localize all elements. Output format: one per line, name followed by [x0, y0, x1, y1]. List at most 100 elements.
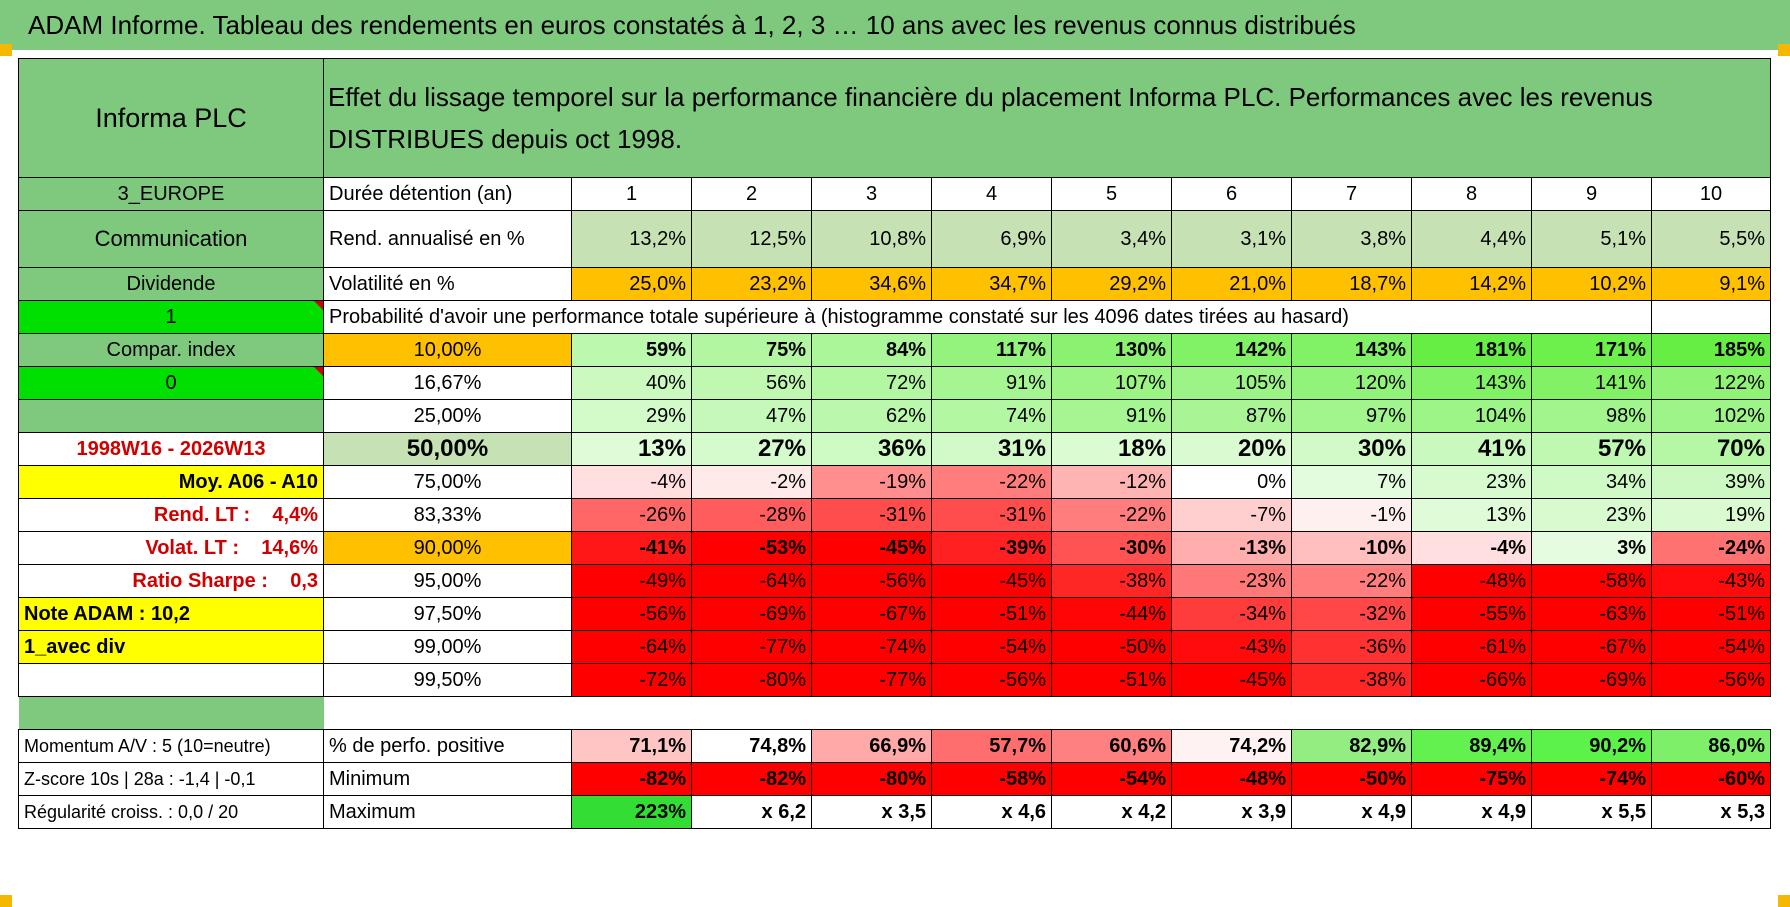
- stat-value: x 4,9: [1291, 795, 1412, 829]
- probability-value: 41%: [1411, 432, 1532, 466]
- stat-side-label: Z-score 10s | 28a : -1,4 | -0,1: [18, 762, 324, 796]
- probability-value: 19%: [1651, 498, 1771, 532]
- table-row: 99,50% -72% -80% -77% -56% -51% -45% -38% -66% -6…: [18, 663, 1771, 697]
- probability-value: 47%: [691, 399, 812, 433]
- probability-value: 143%: [1411, 366, 1532, 400]
- probability-value: 84%: [811, 333, 932, 367]
- table-row: Moy. A06 - A10 75,00% -4% -2% -19% -22% -12% 0%…: [18, 465, 1771, 499]
- probability-value: 31%: [931, 432, 1052, 466]
- probability-value: 56%: [691, 366, 812, 400]
- region-label: 3_EUROPE: [18, 177, 324, 211]
- probability-value: 0%: [1171, 465, 1292, 499]
- probability-value: 39%: [1651, 465, 1771, 499]
- probability-threshold: 10,00%: [323, 333, 572, 367]
- probability-value: -56%: [811, 564, 932, 598]
- table-row: Informa PLC Effet du lissage temporel sur…: [18, 58, 1771, 178]
- stat-value: -82%: [571, 762, 692, 796]
- probability-value: 13%: [1411, 498, 1532, 532]
- rend-value: 3,4%: [1051, 210, 1172, 268]
- stat-value: -50%: [1291, 762, 1412, 796]
- probability-value: -38%: [1291, 663, 1412, 697]
- probability-value: -32%: [1291, 597, 1412, 631]
- volat-value: 21,0%: [1171, 267, 1292, 301]
- probability-value: 59%: [571, 333, 692, 367]
- description: Effet du lissage temporel sur la perform…: [323, 58, 1771, 178]
- probability-value: 98%: [1531, 399, 1652, 433]
- duration-label: Durée détention (an): [323, 177, 572, 211]
- probability-value: -56%: [571, 597, 692, 631]
- probability-value: 117%: [931, 333, 1052, 367]
- volat-value: 10,2%: [1531, 267, 1652, 301]
- probability-value: -54%: [1651, 630, 1771, 664]
- probability-value: -53%: [691, 531, 812, 565]
- note-adam-label: Note ADAM : 10,2: [18, 597, 324, 631]
- probability-value: 36%: [811, 432, 932, 466]
- probability-value: 62%: [811, 399, 932, 433]
- stat-value: 90,2%: [1531, 729, 1652, 763]
- table-row: Compar. index 10,00% 59% 75% 84% 117% 130% 142%…: [18, 333, 1771, 367]
- stat-value: -54%: [1051, 762, 1172, 796]
- probability-value: -30%: [1051, 531, 1172, 565]
- table-row: Dividende Volatilité en % 25,0% 23,2% 34,6% 3…: [18, 267, 1771, 301]
- toggle-cell-1: 1: [18, 300, 324, 334]
- probability-value: -43%: [1651, 564, 1771, 598]
- year-header: 3: [811, 177, 932, 211]
- probability-value: 185%: [1651, 333, 1771, 367]
- table-row: [18, 696, 1771, 730]
- probability-value: 104%: [1411, 399, 1532, 433]
- table-row: Régularité croiss. : 0,0 / 20 Maximum 223%…: [18, 795, 1771, 829]
- stat-value: -58%: [931, 762, 1052, 796]
- probability-value: 142%: [1171, 333, 1292, 367]
- probability-value: -45%: [1171, 663, 1292, 697]
- probability-value: 120%: [1291, 366, 1412, 400]
- probability-value: 57%: [1531, 432, 1652, 466]
- year-header: 6: [1171, 177, 1292, 211]
- probability-value: 18%: [1051, 432, 1172, 466]
- stat-value: 57,7%: [931, 729, 1052, 763]
- probability-value: 181%: [1411, 333, 1532, 367]
- probability-value: -43%: [1171, 630, 1292, 664]
- probability-value: -23%: [1171, 564, 1292, 598]
- probability-value: -77%: [811, 663, 932, 697]
- year-header: 2: [691, 177, 812, 211]
- probability-value: 122%: [1651, 366, 1771, 400]
- stat-value: 74,2%: [1171, 729, 1292, 763]
- report-title: ADAM Informe. Tableau des rendements en …: [0, 0, 1790, 50]
- probability-threshold: 95,00%: [323, 564, 572, 598]
- probability-value: 130%: [1051, 333, 1172, 367]
- stat-value: x 4,6: [931, 795, 1052, 829]
- probability-value: 70%: [1651, 432, 1771, 466]
- probability-value: -69%: [691, 597, 812, 631]
- spacer-cell: [324, 697, 1771, 730]
- probability-value: 34%: [1531, 465, 1652, 499]
- stat-value: 86,0%: [1651, 729, 1771, 763]
- probability-value: -66%: [1411, 663, 1532, 697]
- probability-value: -34%: [1171, 597, 1292, 631]
- volat-value: 9,1%: [1651, 267, 1771, 301]
- rend-lt-label: Rend. LT : 4,4%: [18, 498, 324, 532]
- stat-label: Maximum: [323, 795, 572, 829]
- probability-value: -58%: [1531, 564, 1652, 598]
- probability-value: 27%: [691, 432, 812, 466]
- stat-value: 71,1%: [571, 729, 692, 763]
- probability-value: -38%: [1051, 564, 1172, 598]
- volat-value: 25,0%: [571, 267, 692, 301]
- year-header: 9: [1531, 177, 1652, 211]
- probability-value: -39%: [931, 531, 1052, 565]
- rend-label: Rend. annualisé en %: [323, 210, 572, 268]
- table-row: 0 16,67% 40% 56% 72% 91% 107% 105% 120% 143% 141% 1…: [18, 366, 1771, 400]
- stat-label: Minimum: [323, 762, 572, 796]
- probability-value: -64%: [571, 630, 692, 664]
- probability-value: -69%: [1531, 663, 1652, 697]
- stat-value: x 4,2: [1051, 795, 1172, 829]
- corner-marker: [0, 895, 12, 907]
- probability-value: 74%: [931, 399, 1052, 433]
- probability-value: -56%: [1651, 663, 1771, 697]
- probability-value: -19%: [811, 465, 932, 499]
- probability-value: 75%: [691, 333, 812, 367]
- probability-threshold: 99,00%: [323, 630, 572, 664]
- probability-value: -45%: [811, 531, 932, 565]
- rend-value: 12,5%: [691, 210, 812, 268]
- probability-value: -22%: [1291, 564, 1412, 598]
- volat-value: 23,2%: [691, 267, 812, 301]
